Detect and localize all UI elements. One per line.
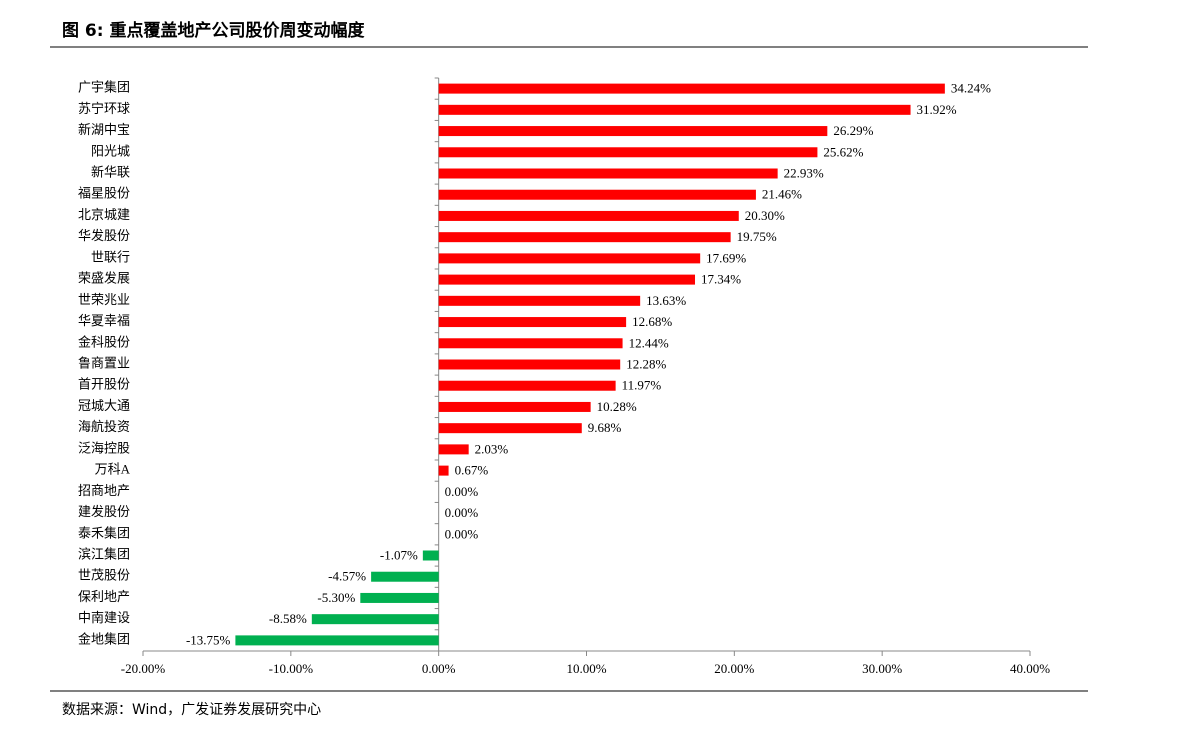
- bar: [438, 401, 591, 412]
- y-tick-label: 新湖中宝: [78, 122, 130, 137]
- data-label: -1.07%: [380, 547, 418, 562]
- data-label: 19.75%: [737, 229, 777, 244]
- bar: [438, 317, 627, 328]
- data-label: 2.03%: [475, 441, 509, 456]
- bar: [438, 274, 696, 285]
- data-label: 9.68%: [588, 420, 622, 435]
- y-tick-label: 金科股份: [78, 334, 130, 349]
- chart-title: 图 6: 重点覆盖地产公司股价周变动幅度: [62, 20, 365, 41]
- y-tick-label: 鲁商置业: [78, 355, 130, 370]
- x-tick-label: -10.00%: [269, 661, 314, 676]
- source-note: 数据来源：Wind，广发证券发展研究中心: [62, 702, 321, 718]
- data-label: 12.44%: [629, 335, 669, 350]
- data-label: 0.00%: [445, 505, 479, 520]
- y-tick-label: 首开股份: [78, 377, 130, 392]
- bar: [438, 83, 945, 94]
- bar: [438, 423, 582, 434]
- data-label: -13.75%: [186, 632, 231, 647]
- data-label: 11.97%: [622, 378, 662, 393]
- data-label: 0.67%: [455, 463, 489, 478]
- data-label: 31.92%: [917, 102, 957, 117]
- y-tick-label: 冠城大通: [78, 398, 130, 413]
- bar: [438, 126, 828, 137]
- y-tick-label: 招商地产: [78, 483, 130, 498]
- bar: [438, 147, 818, 158]
- y-tick-label: 世联行: [91, 249, 130, 264]
- bar: [438, 232, 731, 243]
- data-label: 0.00%: [445, 484, 479, 499]
- bar: [438, 168, 778, 179]
- bar: [438, 189, 756, 200]
- data-label: 20.30%: [745, 208, 785, 223]
- y-tick-label: 万科A: [95, 462, 131, 477]
- x-tick-label: 10.00%: [566, 661, 606, 676]
- bar: [422, 550, 439, 561]
- bar: [438, 210, 739, 221]
- y-tick-label: 广宇集团: [78, 80, 130, 95]
- data-label: 12.28%: [626, 356, 666, 371]
- data-label: 26.29%: [833, 123, 873, 138]
- data-label: 22.93%: [784, 165, 824, 180]
- y-tick-label: 保利地产: [78, 589, 130, 604]
- bar: [438, 253, 701, 264]
- y-tick-label: 泛海控股: [78, 440, 130, 455]
- data-label: 13.63%: [646, 293, 686, 308]
- bar: [235, 635, 439, 646]
- bar: [311, 614, 439, 625]
- y-tick-label: 华发股份: [78, 228, 130, 243]
- bar: [360, 592, 439, 603]
- data-label: 17.69%: [706, 250, 746, 265]
- bar: [438, 338, 623, 349]
- y-tick-label: 世茂股份: [78, 568, 130, 583]
- y-tick-label: 世荣兆业: [78, 292, 130, 307]
- y-tick-label: 华夏幸福: [78, 313, 130, 328]
- data-label: 10.28%: [597, 399, 637, 414]
- data-label: 12.68%: [632, 314, 672, 329]
- y-tick-label: 建发股份: [78, 504, 130, 519]
- bar: [438, 380, 616, 391]
- bar: [438, 295, 641, 306]
- bar: [438, 359, 621, 370]
- y-tick-label: 苏宁环球: [78, 101, 130, 116]
- y-tick-label: 金地集团: [78, 631, 130, 646]
- data-label: 34.24%: [951, 81, 991, 96]
- data-label: 21.46%: [762, 187, 802, 202]
- data-label: -4.57%: [328, 569, 366, 584]
- x-tick-label: 40.00%: [1010, 661, 1050, 676]
- y-tick-label: 海航投资: [78, 419, 130, 434]
- data-label: -5.30%: [317, 590, 355, 605]
- bar: [438, 444, 469, 455]
- x-tick-label: 20.00%: [714, 661, 754, 676]
- bar: [371, 571, 439, 582]
- bar: [438, 465, 449, 476]
- y-tick-label: 北京城建: [78, 207, 130, 222]
- data-label: 0.00%: [445, 526, 479, 541]
- bar: [438, 104, 911, 115]
- x-tick-label: 0.00%: [422, 661, 456, 676]
- data-label: 25.62%: [823, 144, 863, 159]
- y-tick-label: 中南建设: [78, 610, 130, 625]
- y-tick-label: 福星股份: [78, 186, 130, 201]
- x-tick-label: -20.00%: [121, 661, 166, 676]
- y-tick-label: 泰禾集团: [78, 525, 130, 540]
- data-label: -8.58%: [269, 611, 307, 626]
- data-label: 17.34%: [701, 272, 741, 287]
- y-tick-label: 滨江集团: [78, 546, 130, 561]
- y-tick-label: 阳光城: [91, 143, 130, 158]
- y-tick-label: 荣盛发展: [78, 271, 130, 286]
- y-tick-label: 新华联: [91, 164, 130, 179]
- x-tick-label: 30.00%: [862, 661, 902, 676]
